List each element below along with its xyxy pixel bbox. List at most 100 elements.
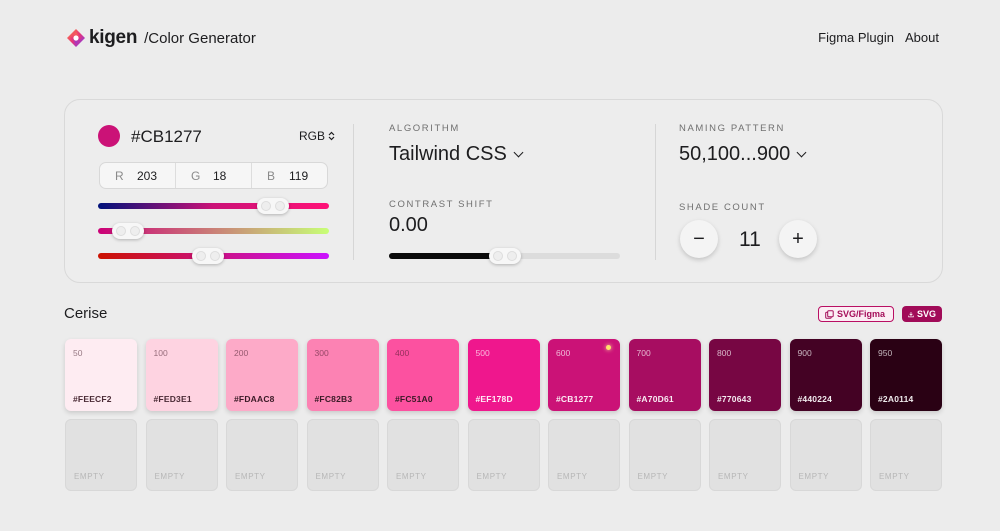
swatch-hex: #FC51A0: [395, 394, 433, 404]
nav-figma-plugin[interactable]: Figma Plugin: [818, 30, 895, 45]
contrast-fill: [389, 253, 505, 259]
panel-divider: [353, 124, 354, 260]
swatch-tile[interactable]: 600 #CB1277: [548, 339, 620, 411]
empty-swatch-tile[interactable]: EMPTY: [870, 419, 942, 491]
swatch-step: 900: [797, 348, 812, 358]
empty-swatch-tile[interactable]: EMPTY: [65, 419, 137, 491]
empty-label: EMPTY: [235, 472, 266, 481]
empty-label: EMPTY: [637, 472, 669, 481]
empty-swatch-tile[interactable]: EMPTY: [467, 419, 540, 491]
empty-label: EMPTY: [798, 472, 830, 481]
swatch-step: 400: [395, 348, 410, 358]
empty-label: EMPTY: [396, 472, 427, 481]
empty-swatch-tile[interactable]: EMPTY: [387, 419, 459, 491]
export-svg-figma-button[interactable]: SVG/Figma: [818, 306, 894, 322]
empty-label: EMPTY: [879, 472, 910, 481]
r-field[interactable]: R 203: [100, 163, 176, 188]
empty-swatch-tile[interactable]: EMPTY: [306, 419, 379, 491]
red-channel-slider[interactable]: [98, 198, 329, 214]
swatch-hex: #FDAAC8: [234, 394, 275, 404]
b-field[interactable]: B 119: [252, 163, 327, 188]
app-header: kigen /Color Generator Figma Plugin Abou…: [0, 0, 1000, 76]
empty-swatch-tile[interactable]: EMPTY: [145, 419, 218, 491]
swatch-tile[interactable]: 300 #FC82B3: [306, 339, 379, 411]
export-svg-figma-label: SVG/Figma: [837, 309, 886, 319]
empty-swatch-tile[interactable]: EMPTY: [709, 419, 781, 491]
nav-about[interactable]: About: [905, 30, 939, 45]
color-mode-label: RGB: [299, 129, 326, 143]
green-channel-slider[interactable]: [98, 223, 329, 239]
swatch-tile[interactable]: 900 #440224: [789, 339, 862, 411]
empty-label: EMPTY: [74, 472, 105, 481]
empty-swatch-tile[interactable]: EMPTY: [548, 419, 620, 491]
hex-input[interactable]: #CB1277: [131, 127, 202, 146]
empty-label: EMPTY: [476, 472, 508, 481]
swatch-tile[interactable]: 200 #FDAAC8: [226, 339, 298, 411]
b-label: B: [267, 168, 276, 183]
g-field[interactable]: G 18: [176, 163, 252, 188]
algorithm-value: Tailwind CSS: [389, 143, 507, 165]
contrast-shift-value: 0.00: [389, 214, 428, 236]
swatch-tile[interactable]: 400 #FC51A0: [387, 339, 459, 411]
g-label: G: [191, 168, 201, 183]
palette-name: Cerise: [64, 305, 108, 322]
contrast-shift-slider[interactable]: [389, 248, 620, 264]
swatch-step: 200: [234, 348, 249, 358]
contrast-shift-label: CONTRAST SHIFT: [389, 199, 494, 210]
chevron-down-icon: [796, 147, 807, 158]
shade-count-value: 11: [739, 228, 761, 251]
empty-label: EMPTY: [315, 472, 347, 481]
current-color-swatch[interactable]: [98, 125, 120, 147]
empty-label: EMPTY: [718, 472, 749, 481]
decrease-shades-button[interactable]: −: [680, 220, 718, 258]
download-svg-button[interactable]: SVG: [902, 306, 942, 322]
naming-pattern-value: 50,100...900: [679, 143, 791, 165]
red-slider-thumb[interactable]: [257, 198, 290, 214]
increase-shades-button[interactable]: +: [779, 220, 817, 258]
swatch-hex: #440224: [797, 394, 832, 404]
swatch-hex: #FC82B3: [314, 394, 353, 404]
brand[interactable]: kigen /Color Generator: [67, 27, 256, 49]
kigen-logo-icon: [67, 29, 85, 47]
swatch-tile[interactable]: 50 #FEECF2: [65, 339, 137, 411]
algorithm-select[interactable]: Tailwind CSS: [389, 143, 524, 166]
logo-text: kigen: [89, 27, 138, 48]
color-mode-select[interactable]: RGB: [299, 129, 335, 143]
swatch-step: 100: [153, 348, 168, 358]
chevron-down-icon: [513, 147, 524, 158]
empty-swatch-tile[interactable]: EMPTY: [628, 419, 701, 491]
blue-slider-thumb[interactable]: [191, 248, 224, 264]
r-label: R: [115, 168, 124, 183]
download-svg-label: SVG: [916, 309, 936, 319]
g-value: 18: [213, 168, 227, 183]
panel-divider: [655, 124, 656, 260]
empty-label: EMPTY: [557, 472, 588, 481]
shade-count-label: SHADE COUNT: [679, 202, 766, 213]
empty-swatch-tile[interactable]: EMPTY: [226, 419, 298, 491]
naming-pattern-select[interactable]: 50,100...900: [679, 143, 807, 166]
swatch-hex: #EF178D: [475, 394, 513, 404]
swatch-tile[interactable]: 700 #A70D61: [628, 339, 701, 411]
swatch-step: 50: [73, 348, 83, 358]
naming-pattern-label: NAMING PATTERN: [679, 123, 785, 134]
swatch-tile[interactable]: 950 #2A0114: [870, 339, 942, 411]
empty-swatch-tile[interactable]: EMPTY: [789, 419, 862, 491]
selected-base-marker: [606, 345, 611, 350]
blue-channel-slider[interactable]: [98, 248, 329, 264]
copy-icon: [825, 309, 834, 319]
swatch-step: 800: [717, 348, 732, 358]
r-value: 203: [137, 168, 158, 183]
swatch-tile[interactable]: 100 #FED3E1: [145, 339, 218, 411]
swatch-hex: #A70D61: [636, 394, 674, 404]
swatch-tile[interactable]: 800 #770643: [709, 339, 781, 411]
top-nav: Figma Plugin About: [818, 30, 939, 45]
page-subtitle: /Color Generator: [144, 29, 256, 47]
contrast-slider-thumb[interactable]: [488, 248, 521, 264]
b-value: 119: [289, 168, 309, 183]
swatch-hex: #FEECF2: [73, 394, 112, 404]
empty-label: EMPTY: [154, 472, 186, 481]
green-slider-thumb[interactable]: [111, 223, 144, 239]
swatch-tile[interactable]: 500 #EF178D: [467, 339, 540, 411]
download-icon: [908, 311, 914, 317]
swatch-hex: #2A0114: [878, 394, 914, 404]
